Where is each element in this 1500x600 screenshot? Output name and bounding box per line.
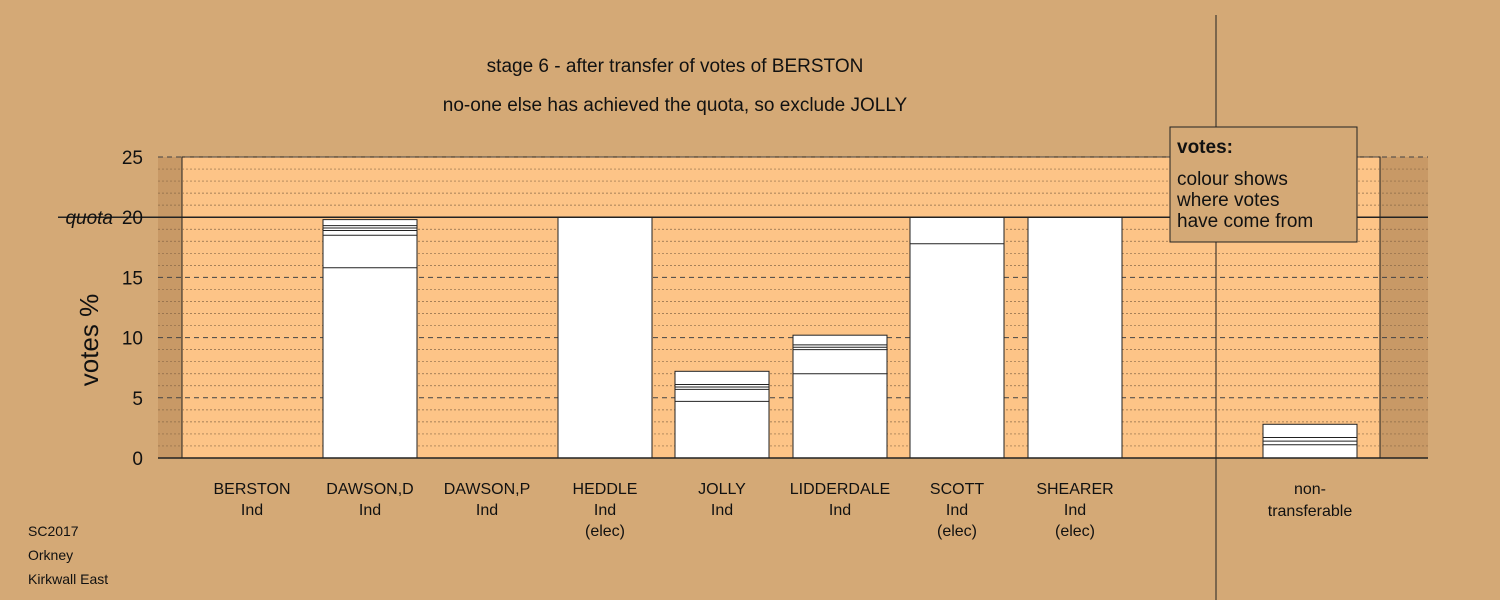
candidate-party: Ind	[476, 502, 498, 519]
footer-ward: Kirkwall East	[28, 571, 108, 587]
y-tick-label: 5	[132, 389, 143, 410]
candidate-party: Ind	[711, 502, 733, 519]
legend-title: votes:	[1177, 137, 1233, 158]
non-transferable-label-1: non-	[1294, 481, 1326, 498]
bar-jolly	[674, 370, 770, 459]
quota-label: quota	[65, 208, 113, 229]
legend-line-2: where votes	[1176, 190, 1279, 211]
candidate-status: (elec)	[937, 523, 977, 540]
bar-scott	[909, 216, 1005, 459]
non-transferable-label-2: transferable	[1268, 503, 1353, 520]
candidate-name: SCOTT	[930, 481, 984, 498]
bar	[557, 216, 653, 459]
y-tick-label: 20	[122, 208, 143, 229]
candidate-name: JOLLY	[698, 481, 746, 498]
footer-election: SC2017	[28, 523, 79, 539]
legend-box	[1169, 126, 1358, 243]
y-axis-label: votes %	[74, 294, 104, 387]
y-tick-label: 25	[122, 148, 143, 169]
candidate-name: HEDDLE	[573, 481, 638, 498]
legend-line-3: have come from	[1177, 211, 1313, 232]
bar-shearer	[1027, 216, 1123, 459]
y-tick-label: 0	[132, 449, 143, 470]
candidate-name: DAWSON,P	[444, 481, 531, 498]
candidate-status: (elec)	[1055, 523, 1095, 540]
bar	[322, 219, 418, 459]
candidate-name: BERSTON	[213, 481, 290, 498]
candidate-name: LIDDERDALE	[790, 481, 890, 498]
bars	[322, 216, 1358, 459]
candidate-party: Ind	[946, 502, 968, 519]
candidate-party: Ind	[241, 502, 263, 519]
bar	[909, 216, 1005, 459]
candidate-party: Ind	[829, 502, 851, 519]
y-tick-labels: 0 5 10 15 20 25 quota	[65, 148, 143, 470]
candidate-name: DAWSON,D	[326, 481, 413, 498]
bar	[1027, 216, 1123, 459]
candidate-party: Ind	[1064, 502, 1086, 519]
bar-heddle	[557, 216, 653, 459]
chart-subtitle: no-one else has achieved the quota, so e…	[443, 95, 908, 116]
bar-non-transferable	[1262, 423, 1358, 459]
footer-council: Orkney	[28, 547, 73, 563]
y-tick-label: 10	[122, 329, 143, 350]
candidate-party: Ind	[594, 502, 616, 519]
candidate-party: Ind	[359, 502, 381, 519]
candidate-status: (elec)	[585, 523, 625, 540]
bar	[674, 370, 770, 459]
plot-margin-right	[1380, 157, 1428, 458]
plot-margin-left	[158, 157, 182, 458]
candidate-name: SHEARER	[1036, 481, 1113, 498]
bar	[792, 334, 888, 459]
candidate-labels: BERSTON Ind DAWSON,D Ind DAWSON,P Ind HEDDLE In…	[213, 481, 1352, 540]
legend-line-1: colour shows	[1177, 169, 1288, 190]
y-tick-label: 15	[122, 268, 143, 289]
chart-title: stage 6 - after transfer of votes of BER…	[487, 56, 864, 77]
legend: votes: colour shows where votes have com…	[1169, 126, 1358, 243]
bar-dawson-d	[322, 219, 418, 459]
bar-lidderdale	[792, 334, 888, 459]
